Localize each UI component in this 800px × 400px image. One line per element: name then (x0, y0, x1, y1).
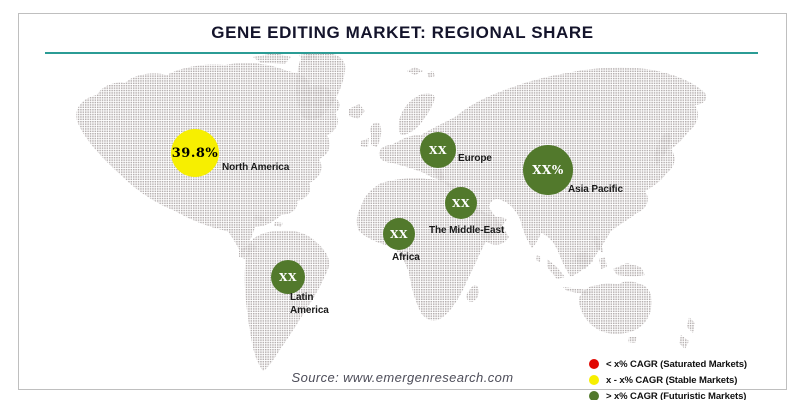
legend-dot-icon (589, 359, 599, 369)
legend-dot-icon (589, 391, 599, 400)
continent-south-america (244, 230, 330, 371)
legend-dot-icon (589, 375, 599, 385)
united-kingdom (360, 122, 382, 147)
madagascar (466, 285, 479, 302)
chart-frame: GENE EDITING MARKET: REGIONAL SHARE (18, 13, 787, 400)
source-text: Source: www.emergenresearch.com (291, 370, 514, 385)
region-label-latin-america: Latin America (290, 292, 329, 316)
title-underline (45, 52, 758, 54)
region-bubble-the-middle-east: XX (445, 187, 477, 219)
japan (654, 132, 671, 165)
region-label-the-middle-east: The Middle-East (429, 225, 505, 236)
region-label-africa: Africa (392, 252, 420, 263)
legend-item-1: x - x% CAGR (Stable Markets) (589, 372, 747, 388)
iceland (349, 104, 365, 119)
page-title: GENE EDITING MARKET: REGIONAL SHARE (211, 23, 594, 42)
legend: < x% CAGR (Saturated Markets) x - x% CAGR… (589, 356, 747, 400)
legend-item-2: > x% CAGR (Futuristic Markets) (589, 388, 747, 400)
region-bubble-north-america: 39.8% (171, 129, 219, 177)
region-bubble-europe: XX (420, 132, 456, 168)
region-label-north-america: North America (222, 162, 290, 173)
scandinavia (398, 93, 435, 135)
region-label-europe: Europe (458, 153, 492, 164)
legend-label: < x% CAGR (Saturated Markets) (606, 358, 747, 370)
indonesia (547, 251, 607, 295)
greenland (296, 53, 346, 120)
new-zealand (679, 317, 695, 349)
legend-item-0: < x% CAGR (Saturated Markets) (589, 356, 747, 372)
region-bubble-latin-america: XX (271, 260, 305, 294)
svalbard (407, 67, 435, 78)
region-bubble-africa: XX (383, 218, 415, 250)
sri-lanka (536, 255, 541, 262)
caribbean (253, 215, 283, 227)
region-label-asia-pacific: Asia Pacific (568, 184, 623, 195)
legend-label: > x% CAGR (Futuristic Markets) (606, 390, 747, 400)
new-guinea (613, 263, 645, 277)
continent-australia (579, 281, 652, 343)
arctic-islands (253, 53, 317, 64)
philippines (593, 235, 603, 253)
legend-label: x - x% CAGR (Stable Markets) (606, 374, 738, 386)
region-bubble-asia-pacific: XX% (523, 145, 573, 195)
